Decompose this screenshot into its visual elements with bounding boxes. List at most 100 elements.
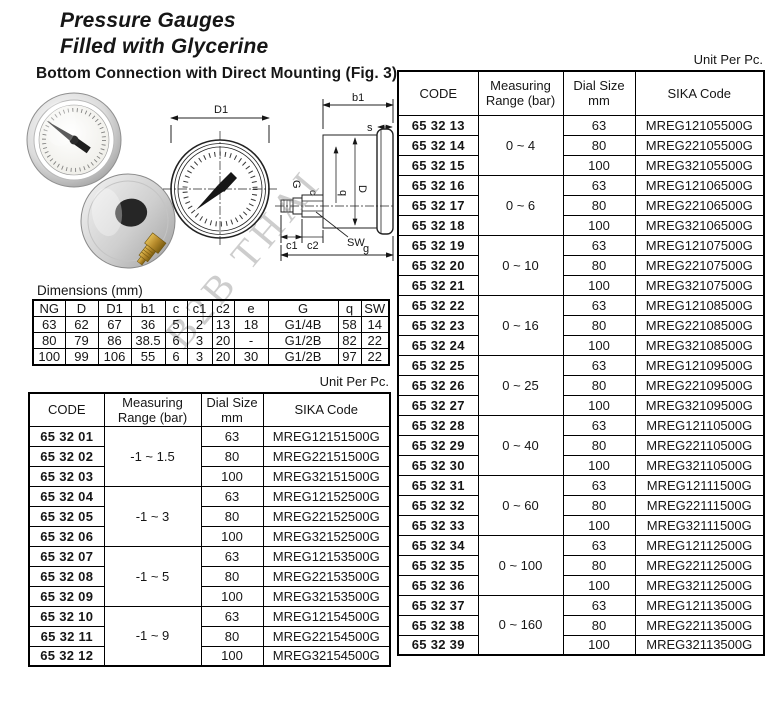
drawing-needle xyxy=(196,185,224,210)
dial-size-cell: 100 xyxy=(200,585,264,607)
code-cell: 65 32 12 xyxy=(28,645,105,667)
code-cell: 65 32 17 xyxy=(397,194,479,216)
code-cell: 65 32 37 xyxy=(397,594,479,616)
range-cell: -1 ~ 5 xyxy=(103,545,202,607)
dims-cell: 80 xyxy=(32,332,66,349)
code-cell: 65 32 33 xyxy=(397,514,479,536)
code-cell: 65 32 04 xyxy=(28,485,105,507)
table-row: 65 32 39 100 MREG32113500G xyxy=(397,634,765,656)
sika-code-cell: MREG32109500G xyxy=(634,394,765,416)
dims-cell: 22 xyxy=(360,332,390,349)
dim-label-g-thread: G xyxy=(290,180,302,189)
dims-cell: 79 xyxy=(64,332,99,349)
code-cell: 65 32 08 xyxy=(28,565,105,587)
code-cell: 65 32 11 xyxy=(28,625,105,647)
code-cell: 65 32 18 xyxy=(397,214,479,236)
sika-code-cell: MREG32113500G xyxy=(634,634,765,656)
code-cell: 65 32 03 xyxy=(28,465,105,487)
sika-code-cell: MREG32106500G xyxy=(634,214,765,236)
dims-column-header: D xyxy=(64,299,99,317)
table-row: 65 32 04 -1 ~ 3 63 MREG12152500G xyxy=(28,485,391,547)
code-cell: 65 32 19 xyxy=(397,234,479,256)
dims-cell: 106 xyxy=(97,348,132,366)
dims-column-header: c xyxy=(164,299,188,317)
dims-cell: 99 xyxy=(64,348,99,366)
column-header: CODE xyxy=(397,70,479,116)
sika-code-cell: MREG22105500G xyxy=(634,134,765,156)
code-cell: 65 32 28 xyxy=(397,414,479,436)
unit-per-pc-label-right: Unit Per Pc. xyxy=(693,52,763,67)
column-header: SIKA Code xyxy=(262,392,391,427)
dial-size-cell: 63 xyxy=(562,174,636,196)
table-row: 65 32 28 0 ~ 40 63 MREG12110500G xyxy=(397,414,765,476)
sika-code-cell: MREG22108500G xyxy=(634,314,765,336)
table-row: 65 32 30 100 MREG32110500G xyxy=(397,454,765,476)
dial-size-cell: 100 xyxy=(562,334,636,356)
dim-label-d1: D1 xyxy=(214,104,228,116)
code-cell: 65 32 34 xyxy=(397,534,479,556)
dims-cell: 14 xyxy=(360,316,390,333)
column-header: Dial Size mm xyxy=(562,70,636,116)
code-cell: 65 32 10 xyxy=(28,605,105,627)
sika-code-cell: MREG12112500G xyxy=(634,534,765,556)
dims-cell: G1/2B xyxy=(267,332,339,349)
dial-size-cell: 63 xyxy=(562,294,636,316)
dim-label-sw: SW xyxy=(347,237,365,249)
dial-size-cell: 80 xyxy=(562,614,636,636)
dims-cell: 38.5 xyxy=(130,332,166,349)
dial-size-cell: 100 xyxy=(562,514,636,536)
code-cell: 65 32 32 xyxy=(397,494,479,516)
table-row: 65 32 08 80 MREG22153500G xyxy=(28,565,391,587)
dims-cell: 100 xyxy=(32,348,66,366)
dial-size-cell: 63 xyxy=(562,414,636,436)
dims-column-header: q xyxy=(337,299,362,317)
table-row: 65 32 23 80 MREG22108500G xyxy=(397,314,765,336)
code-cell: 65 32 02 xyxy=(28,445,105,467)
dims-cell: 3 xyxy=(186,332,213,349)
code-cell: 65 32 22 xyxy=(397,294,479,316)
code-cell: 65 32 31 xyxy=(397,474,479,496)
range-cell: 0 ~ 6 xyxy=(477,174,564,236)
sika-code-cell: MREG12151500G xyxy=(262,425,391,447)
dims-column-header: SW xyxy=(360,299,390,317)
code-cell: 65 32 20 xyxy=(397,254,479,276)
dims-table-row: 100 99 106 55 6 3 20 30 G1/2B 97 22 xyxy=(32,348,390,366)
code-cell: 65 32 35 xyxy=(397,554,479,576)
dial-size-cell: 63 xyxy=(562,234,636,256)
range-cell: 0 ~ 100 xyxy=(477,534,564,596)
table-row: 65 32 27 100 MREG32109500G xyxy=(397,394,765,416)
range-cell: -1 ~ 9 xyxy=(103,605,202,667)
table-row: 65 32 29 80 MREG22110500G xyxy=(397,434,765,456)
table-row: 65 32 25 0 ~ 25 63 MREG12109500G xyxy=(397,354,765,416)
gauge-photo xyxy=(26,92,176,269)
sika-code-cell: MREG32151500G xyxy=(262,465,391,487)
table-row: 65 32 34 0 ~ 100 63 MREG12112500G xyxy=(397,534,765,596)
code-cell: 65 32 24 xyxy=(397,334,479,356)
dims-column-header: G xyxy=(267,299,339,317)
column-header: CODE xyxy=(28,392,105,427)
range-cell: 0 ~ 60 xyxy=(477,474,564,536)
dims-column-header: e xyxy=(233,299,269,317)
dial-size-cell: 80 xyxy=(562,134,636,156)
sika-code-cell: MREG32153500G xyxy=(262,585,391,607)
column-header: Dial Size mm xyxy=(200,392,264,427)
code-cell: 65 32 39 xyxy=(397,634,479,656)
sika-code-cell: MREG12154500G xyxy=(262,605,391,627)
dial-size-cell: 63 xyxy=(562,114,636,136)
sika-code-cell: MREG12113500G xyxy=(634,594,765,616)
dial-size-cell: 100 xyxy=(200,465,264,487)
dims-cell: 36 xyxy=(130,316,166,333)
code-cell: 65 32 21 xyxy=(397,274,479,296)
code-cell: 65 32 13 xyxy=(397,114,479,136)
dial-size-cell: 100 xyxy=(562,454,636,476)
dial-size-cell: 63 xyxy=(562,594,636,616)
code-cell: 65 32 36 xyxy=(397,574,479,596)
table-row: 65 32 38 80 MREG22113500G xyxy=(397,614,765,636)
dim-label-b1: b1 xyxy=(352,92,364,104)
sika-code-cell: MREG12110500G xyxy=(634,414,765,436)
dims-cell: 3 xyxy=(186,348,213,366)
dial-size-cell: 100 xyxy=(562,214,636,236)
brass-fitting xyxy=(136,232,167,266)
